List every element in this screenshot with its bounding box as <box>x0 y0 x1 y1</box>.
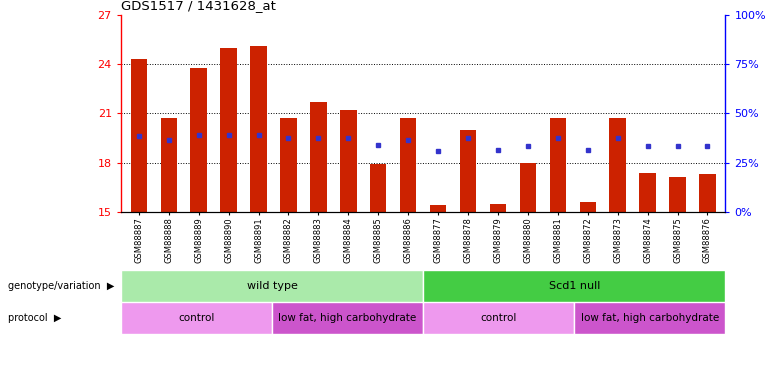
Bar <box>190 68 207 212</box>
Bar <box>424 270 725 302</box>
Bar <box>340 110 356 212</box>
Text: protocol  ▶: protocol ▶ <box>8 313 61 323</box>
Bar <box>459 130 477 212</box>
Text: GDS1517 / 1431628_at: GDS1517 / 1431628_at <box>121 0 276 12</box>
Bar <box>130 59 147 212</box>
Bar <box>161 118 177 212</box>
Bar <box>121 270 424 302</box>
Bar <box>550 118 566 212</box>
Bar <box>221 48 237 212</box>
Bar <box>310 102 327 212</box>
Bar <box>669 177 686 212</box>
Bar <box>250 46 267 212</box>
Text: Scd1 null: Scd1 null <box>548 281 600 291</box>
Text: control: control <box>480 313 517 323</box>
Bar <box>121 302 272 334</box>
Bar <box>609 118 626 212</box>
Bar <box>400 118 417 212</box>
Text: control: control <box>179 313 214 323</box>
Bar <box>574 302 725 334</box>
Text: low fat, high carbohydrate: low fat, high carbohydrate <box>278 313 417 323</box>
Bar <box>640 172 656 212</box>
Bar <box>272 302 424 334</box>
Bar <box>490 204 506 212</box>
Bar <box>370 164 387 212</box>
Bar <box>280 118 296 212</box>
Text: low fat, high carbohydrate: low fat, high carbohydrate <box>581 313 719 323</box>
Bar <box>519 163 536 212</box>
Text: genotype/variation  ▶: genotype/variation ▶ <box>8 281 114 291</box>
Bar <box>699 174 716 212</box>
Text: wild type: wild type <box>246 281 297 291</box>
Bar <box>580 202 596 212</box>
Bar <box>430 206 446 212</box>
Bar <box>424 302 574 334</box>
